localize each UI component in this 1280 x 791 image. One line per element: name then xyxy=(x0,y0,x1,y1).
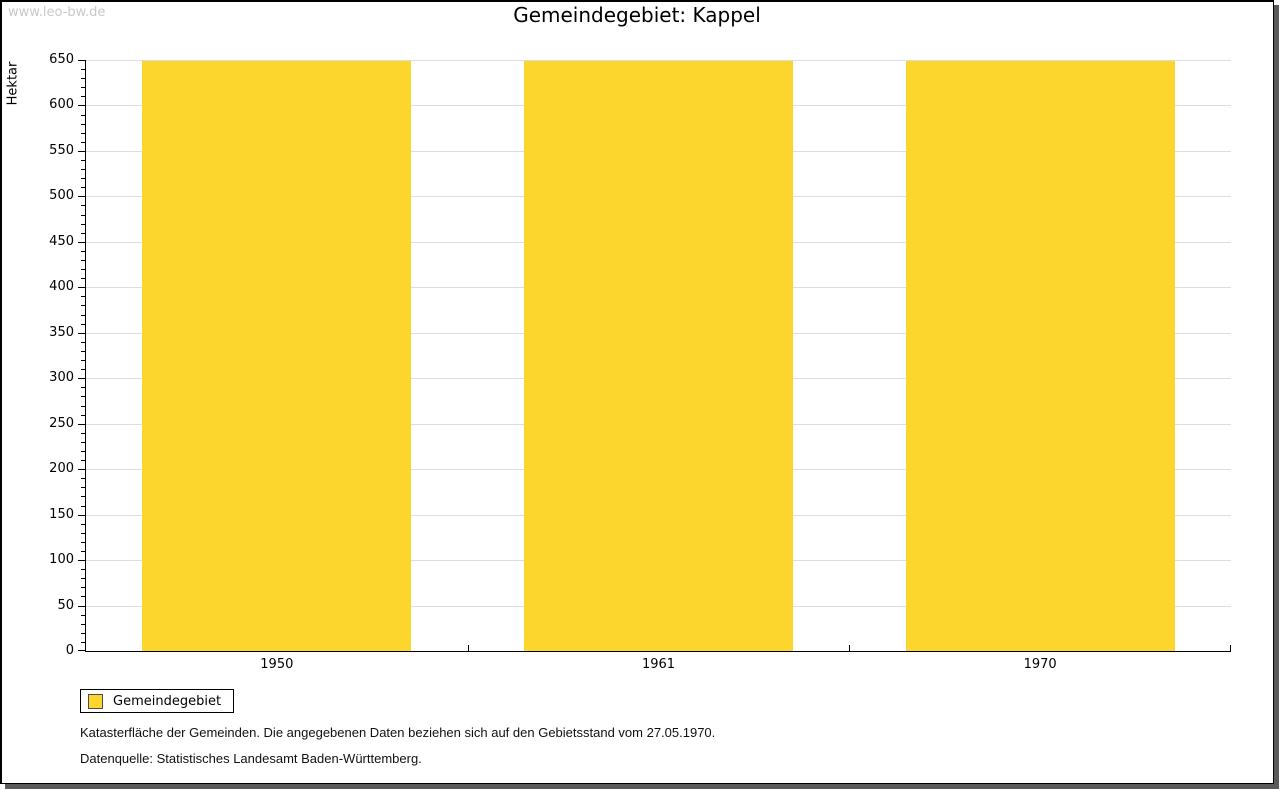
y-tick-minor xyxy=(81,123,85,125)
y-tick-major xyxy=(78,560,85,562)
y-tick-minor xyxy=(81,587,85,589)
x-tick-label: 1961 xyxy=(641,657,676,672)
y-tick-minor xyxy=(81,460,85,462)
y-tick-minor xyxy=(81,450,85,452)
y-tick-label: 550 xyxy=(49,142,74,158)
chart-title: Gemeindegebiet: Kappel xyxy=(513,3,761,27)
y-tick-minor xyxy=(81,505,85,507)
y-tick-minor xyxy=(81,205,85,207)
y-tick-label: 0 xyxy=(65,643,74,658)
y-tick-label: 400 xyxy=(49,279,74,295)
y-tick-minor xyxy=(81,132,85,134)
y-tick-major xyxy=(78,105,85,107)
y-axis-label: Hektar xyxy=(5,61,21,106)
y-tick-minor xyxy=(81,541,85,543)
y-tick-minor xyxy=(81,578,85,580)
watermark: www.leo-bw.de xyxy=(8,5,106,20)
y-tick-minor xyxy=(81,350,85,352)
y-tick-minor xyxy=(81,314,85,316)
bar xyxy=(524,60,793,651)
x-axis-end-tick xyxy=(1230,645,1231,651)
y-tick-label: 600 xyxy=(49,97,74,113)
y-tick-label: 50 xyxy=(57,597,74,613)
y-tick-minor xyxy=(81,623,85,625)
y-tick-major xyxy=(78,378,85,380)
y-tick-label: 650 xyxy=(49,52,74,67)
y-tick-minor xyxy=(81,387,85,389)
bar xyxy=(142,60,412,651)
y-tick-major xyxy=(78,241,85,243)
x-tick-label: 1950 xyxy=(260,657,294,672)
y-tick-minor xyxy=(81,487,85,489)
y-tick-minor xyxy=(81,523,85,525)
y-tick-minor xyxy=(81,432,85,434)
y-tick-minor xyxy=(81,369,85,371)
y-tick-minor xyxy=(81,87,85,89)
x-tick xyxy=(849,645,851,651)
y-tick-minor xyxy=(81,596,85,598)
footnote-data-source: Datenquelle: Statistisches Landesamt Bad… xyxy=(80,751,422,766)
y-tick-label: 300 xyxy=(49,370,74,386)
y-tick-major xyxy=(78,423,85,425)
y-tick-label: 100 xyxy=(49,552,74,568)
y-tick-minor xyxy=(81,114,85,116)
y-tick-label: 200 xyxy=(49,461,74,477)
y-tick-major xyxy=(78,605,85,607)
y-tick-minor xyxy=(81,69,85,71)
y-tick-minor xyxy=(81,614,85,616)
y-tick-label: 250 xyxy=(49,415,74,431)
y-tick-major xyxy=(78,287,85,289)
y-tick-minor xyxy=(81,160,85,161)
y-tick-minor xyxy=(81,232,85,234)
y-tick-minor xyxy=(81,178,85,180)
legend-swatch-icon xyxy=(88,693,103,709)
y-tick-major xyxy=(78,514,85,516)
y-tick-minor xyxy=(81,360,85,362)
y-tick-label: 450 xyxy=(49,233,74,249)
y-tick-minor xyxy=(81,396,85,398)
y-tick-major xyxy=(78,150,85,152)
y-tick-minor xyxy=(81,141,85,143)
y-tick-minor xyxy=(81,496,85,498)
y-tick-minor xyxy=(81,223,85,225)
y-tick-major xyxy=(78,60,85,61)
y-tick-minor xyxy=(81,641,85,643)
y-tick-minor xyxy=(81,478,85,480)
y-tick-minor xyxy=(81,269,85,271)
x-tick-label: 1970 xyxy=(1023,657,1057,672)
y-tick-minor xyxy=(81,250,85,252)
footnote-source-note: Katasterfläche der Gemeinden. Die angege… xyxy=(80,725,716,740)
gridline xyxy=(86,60,1231,61)
y-tick-minor xyxy=(81,569,85,571)
y-tick-major xyxy=(78,469,85,471)
y-tick-minor xyxy=(81,414,85,416)
y-tick-minor xyxy=(81,532,85,534)
y-tick-major xyxy=(78,332,85,334)
y-tick-minor xyxy=(81,341,85,343)
y-tick-minor xyxy=(81,323,85,325)
y-tick-minor xyxy=(81,632,85,634)
y-tick-minor xyxy=(81,169,85,171)
y-tick-label: 500 xyxy=(49,188,74,204)
plot-area: 0 50 100 150 200 250 300 350 400 450 500 550 600 650 1… xyxy=(49,52,1231,672)
y-tick-minor xyxy=(81,96,85,98)
y-tick-minor xyxy=(81,441,85,443)
y-tick-major xyxy=(78,650,85,651)
y-tick-minor xyxy=(81,550,85,552)
bar xyxy=(905,60,1175,651)
y-tick-minor xyxy=(81,78,85,80)
x-tick xyxy=(467,645,469,651)
y-tick-label: 150 xyxy=(49,506,74,522)
y-tick-minor xyxy=(81,405,85,407)
y-tick-minor xyxy=(81,260,85,262)
legend: Gemeindegebiet xyxy=(80,689,235,713)
y-tick-minor xyxy=(81,278,85,280)
y-tick-label: 350 xyxy=(49,324,74,340)
y-tick-minor xyxy=(81,305,85,307)
legend-label: Gemeindegebiet xyxy=(113,693,222,709)
y-tick-minor xyxy=(81,296,85,298)
y-tick-major xyxy=(78,196,85,198)
y-tick-minor xyxy=(81,214,85,216)
y-tick-minor xyxy=(81,187,85,189)
